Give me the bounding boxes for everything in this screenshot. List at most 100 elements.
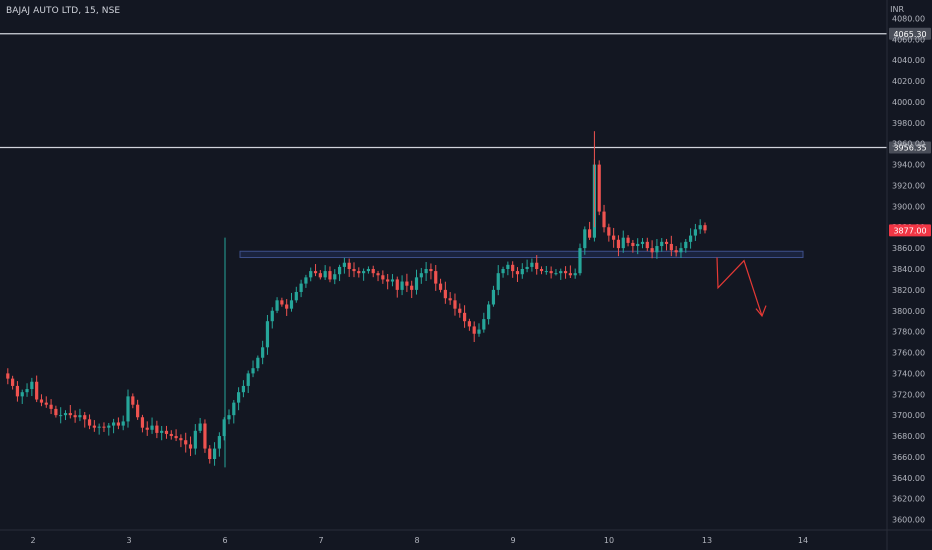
candle-body [583,229,587,249]
candle-body [15,385,20,397]
candle-body [462,312,467,322]
candle-body [467,321,471,327]
candle-body [59,415,63,417]
candle-body [602,211,606,228]
candle-body [174,436,178,439]
candle-body [458,308,462,313]
candle-body [212,448,217,460]
candle-series [6,131,707,466]
candle-body [83,415,87,420]
candle-body [227,415,231,420]
candle-body [549,271,553,274]
candle-body [6,373,10,379]
candle-body [222,419,226,437]
candle-body [491,289,496,305]
candle-body [472,326,476,334]
candle-body [251,368,255,374]
candle-body [111,422,116,426]
price-tick-label: 3720.00 [892,390,925,399]
price-tick-label: 3800.00 [892,307,925,316]
candle-body [241,385,246,393]
drawn-annotations [224,237,767,468]
candle-body [275,300,279,311]
candle-body [660,241,664,247]
candle-body [217,436,221,449]
price-tick-label: 3700.00 [892,411,925,420]
candle-body [453,300,457,309]
candle-body [208,448,212,460]
price-tick-label: 3680.00 [892,432,925,441]
time-tick-label: 2 [30,536,35,545]
time-tick-label: 14 [798,536,808,545]
candle-body [684,241,688,249]
price-tick-label: 3740.00 [892,369,925,378]
candle-body [621,237,625,249]
candle-body [487,304,491,320]
level-price-tag [889,141,931,154]
horizontal-levels[interactable]: 4065.30 3956.35 [0,27,931,154]
price-tick-label: 3840.00 [892,265,925,274]
candle-body [655,246,659,253]
candle-body [698,225,702,230]
candle-body [544,271,548,273]
price-tick-label: 4020.00 [892,77,925,86]
price-tick-label: 4040.00 [892,56,925,65]
candle-body [294,291,298,301]
projection-arrow [716,257,763,317]
candle-body [169,433,173,437]
candle-body [285,304,289,309]
price-tick-label: 3980.00 [892,119,925,128]
candle-body [140,417,145,428]
price-tick-label: 3660.00 [892,453,925,462]
candle-body [328,271,332,280]
candle-body [265,321,270,348]
price-tick-label: 3820.00 [892,286,925,295]
candle-body [25,389,29,393]
time-axis[interactable]: 2 3 6 7 8 9 10 13 14 [0,529,932,545]
candle-body [11,378,15,386]
price-tick-label: 4060.00 [892,35,925,44]
price-tick-label: 3940.00 [892,161,925,170]
candle-body [299,283,303,292]
candle-body [179,438,183,441]
candle-body [54,408,58,416]
support-zone-rect [239,250,804,259]
candle-body [121,421,125,426]
candle-body [568,273,572,276]
candle-body [688,235,693,242]
candle-body [78,415,82,418]
candle-body [203,423,207,449]
candle-body [107,425,111,428]
level-price-label: 4065.30 [893,30,926,39]
last-price-label: 3877.00 [893,226,926,235]
candle-body [337,266,342,275]
candle-body [352,269,356,272]
candle-body [434,271,438,284]
candle-body [607,227,611,236]
candle-body [410,285,414,290]
time-tick-label: 7 [318,536,323,545]
level-price-tag [889,27,931,40]
candle-body [588,229,592,238]
candle-body [366,269,371,272]
candle-body [669,243,673,251]
candle-body [357,271,361,274]
candle-body [501,269,505,274]
candle-body [68,413,72,416]
price-axis[interactable]: 3600.00 3620.00 3640.00 3660.00 3680.00 3700.… [886,0,931,550]
candle-body [237,392,241,403]
candle-body [347,262,351,269]
candle-body [342,262,346,267]
candle-body [333,274,337,280]
candle-body [482,319,486,330]
candle-body [424,269,428,274]
candle-body [313,271,318,274]
candle-body [703,225,707,231]
candle-body [386,279,390,282]
candle-body [438,283,443,290]
time-tick-label: 10 [604,536,614,545]
candle-body [511,264,515,272]
candle-body [256,357,260,369]
candle-body [155,425,159,433]
